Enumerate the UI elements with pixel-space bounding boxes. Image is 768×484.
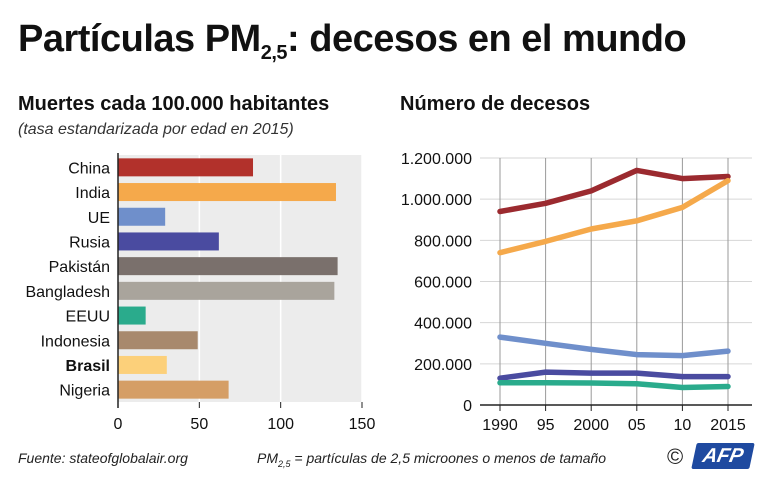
line-y-tick-label: 0 <box>463 398 472 415</box>
bar-pakistán <box>118 257 338 276</box>
copyright-symbol: © <box>667 444 684 469</box>
line-x-tick-label: 2000 <box>573 417 609 434</box>
line-y-tick-label: 400.000 <box>414 316 472 333</box>
bar-eeuu <box>118 306 146 325</box>
line-x-tick-label: 2015 <box>710 417 746 434</box>
bar-category-label: Bangladesh <box>25 284 110 301</box>
bar-rusia <box>118 232 219 251</box>
bar-brasil <box>118 355 167 374</box>
line-series-ue <box>497 334 731 359</box>
bar-chart-note: (tasa estandarizada por edad en 2015) <box>18 121 294 138</box>
bar-category-label: EEUU <box>66 309 110 326</box>
bar-category-label: Pakistán <box>49 259 110 276</box>
chart-title: Partículas PM2,5: decesos en el mundo <box>18 18 687 64</box>
bar-india <box>118 183 336 202</box>
bar-x-tick-label: 0 <box>114 416 123 433</box>
bar-category-label: Rusia <box>69 234 110 251</box>
bar-category-label: UE <box>88 210 110 227</box>
bar-x-tick-label: 100 <box>267 416 294 433</box>
line-x-tick-label: 10 <box>674 417 692 434</box>
bar-category-label: Brasil <box>66 358 110 375</box>
line-chart-subtitle: Número de decesos <box>400 93 591 115</box>
line-y-tick-label: 200.000 <box>414 357 472 374</box>
line-series-rusia <box>497 369 731 381</box>
bar-category-label: Nigeria <box>59 383 110 400</box>
line-x-tick-label: 95 <box>537 417 555 434</box>
bar-nigeria <box>118 380 229 399</box>
bar-chart-subtitle: Muertes cada 100.000 habitantes <box>18 93 330 115</box>
source-footer: Fuente: stateofglobalair.org <box>18 450 188 466</box>
bar-x-tick-label: 150 <box>349 416 376 433</box>
line-series-eeuu <box>497 380 731 391</box>
afp-logo: AFP <box>691 443 755 469</box>
bar-x-tick-label: 50 <box>190 416 208 433</box>
bar-bangladesh <box>118 281 335 300</box>
bar-ue <box>118 207 166 226</box>
line-x-tick-label: 05 <box>628 417 646 434</box>
line-y-tick-label: 800.000 <box>414 233 472 250</box>
line-x-tick-label: 1990 <box>482 417 518 434</box>
bar-indonesia <box>118 331 198 350</box>
line-y-tick-label: 1.000.000 <box>401 192 472 209</box>
bar-category-label: India <box>75 185 110 202</box>
bar-category-label: China <box>68 160 110 177</box>
line-y-tick-label: 1.200.000 <box>401 151 472 168</box>
line-series-india <box>497 177 731 256</box>
line-series-china <box>497 167 731 215</box>
bar-china <box>118 158 254 177</box>
bar-category-label: Indonesia <box>41 333 110 350</box>
definition-footer: PM2,5 = partículas de 2,5 microones o me… <box>257 450 607 469</box>
line-y-tick-label: 600.000 <box>414 275 472 292</box>
